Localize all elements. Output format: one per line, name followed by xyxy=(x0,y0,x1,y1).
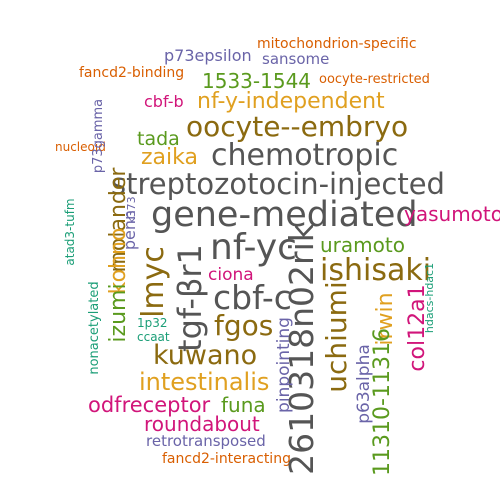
word-streptozotocin-injected: streptozotocin-injected xyxy=(111,167,445,201)
word-tgf-br1: tgf-βr1 xyxy=(171,244,209,352)
word-1p32: 1p32 xyxy=(137,316,168,330)
word-hdacs-hdac1: hdacs-hdac1 xyxy=(422,262,436,334)
word-1533-1544: 1533-1544 xyxy=(202,69,312,93)
word-retrotransposed: retrotransposed xyxy=(146,432,266,450)
word-uchiumi: uchiumi xyxy=(320,281,353,393)
word-ccaat: ccaat xyxy=(137,330,170,344)
word-kuwano: kuwano xyxy=(153,340,258,371)
word-ishisaki: ishisaki xyxy=(320,253,432,288)
word-fancd2-binding: fancd2-binding xyxy=(79,65,185,81)
word-nonacetylated: nonacetylated xyxy=(86,281,102,375)
word-atad3-tufm: atad3-tufm xyxy=(63,198,77,266)
word-mitochondrion-specific: mitochondrion-specific xyxy=(257,36,417,52)
word-sansome: sansome xyxy=(262,50,330,68)
word-roundabout: roundabout xyxy=(144,412,260,436)
word-fancd2-interacting: fancd2-interacting xyxy=(162,451,291,467)
word-lmyc: lmyc xyxy=(136,246,171,318)
word-p73gamma: p73gamma xyxy=(90,98,106,174)
word-pinpointing: pinpointing xyxy=(273,317,294,413)
word-ciona: ciona xyxy=(208,265,254,285)
word-tada: tada xyxy=(137,128,180,150)
word-fgos: fgos xyxy=(214,309,274,342)
word-p73epsilon: p73epsilon xyxy=(164,46,252,65)
word-cbf-b: cbf-b xyxy=(144,92,184,111)
word-odfreceptor: odfreceptor xyxy=(88,393,211,417)
word-p63alpha: p63alpha xyxy=(353,344,374,424)
word-k373: k373 xyxy=(124,196,138,224)
word-funa: funa xyxy=(221,393,266,417)
word-uramoto: uramoto xyxy=(320,233,405,257)
word-nf-y-independent: nf-y-independent xyxy=(197,89,385,114)
word-izumi: izumi xyxy=(106,283,131,343)
word-oocyte-embryo: oocyte--embryo xyxy=(186,110,409,143)
word-nf-yc: nf-yc xyxy=(210,227,297,268)
word-cbf-c: cbf-c xyxy=(213,278,292,317)
word-chemotropic: chemotropic xyxy=(211,138,399,173)
word-zaika: zaika xyxy=(141,145,198,170)
word-col12a1: yasumoto xyxy=(404,202,500,226)
word-gene-mediated: gene-mediated xyxy=(151,195,418,235)
word-intestinalis: intestinalis xyxy=(139,368,270,396)
word-nucleoid: nucleoid xyxy=(55,140,106,154)
word-oocyte-restricted: oocyte-restricted xyxy=(319,72,430,87)
